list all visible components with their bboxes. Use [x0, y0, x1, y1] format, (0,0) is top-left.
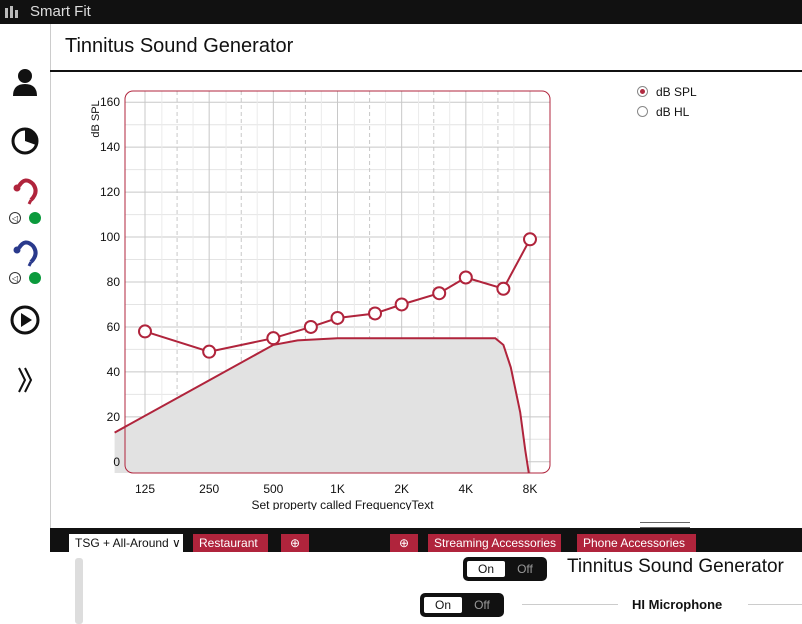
divider-line — [522, 604, 618, 605]
expand-chevron-icon[interactable] — [9, 364, 41, 396]
threshold-point[interactable] — [266, 331, 281, 346]
y-tick-label: 160 — [100, 95, 120, 109]
tsg-toggle-off[interactable]: Off — [517, 562, 533, 576]
sidebar: ◁ ◁ — [0, 24, 51, 624]
hi-microphone-toggle[interactable]: On Off — [420, 593, 504, 617]
mic-toggle-on[interactable]: On — [424, 597, 462, 613]
app-logo-icon — [5, 6, 19, 18]
y-tick-label: 0 — [113, 455, 120, 469]
x-tick-label: 2K — [394, 482, 409, 496]
tsg-toggle-on[interactable]: On — [467, 561, 505, 577]
tab-tsg-all-around[interactable]: TSG + All-Around ∨ — [69, 534, 183, 552]
x-tick-label: 125 — [135, 482, 155, 496]
x-axis-label: Set property called FrequencyText — [251, 498, 434, 510]
tsg-toggle[interactable]: On Off — [463, 557, 547, 581]
title-bar: Smart Fit — [0, 0, 802, 24]
hi-microphone-label: HI Microphone — [632, 597, 723, 612]
vertical-scrollbar[interactable] — [75, 558, 83, 624]
x-tick-label: 250 — [199, 482, 219, 496]
program-tab-bar: TSG + All-Around ∨ Restaurant ⊕ ⊕ Stream… — [50, 528, 802, 552]
threshold-point[interactable] — [202, 344, 217, 359]
play-icon[interactable] — [9, 304, 41, 336]
threshold-point[interactable] — [330, 310, 345, 325]
threshold-point[interactable] — [368, 306, 383, 321]
tsg-section-label: Tinnitus Sound Generator — [567, 556, 784, 577]
panel-splitter-handle[interactable] — [640, 522, 690, 528]
x-tick-label: 1K — [330, 482, 345, 496]
pie-chart-icon[interactable] — [9, 124, 41, 156]
y-tick-label: 120 — [100, 185, 120, 199]
tab-streaming-accessories[interactable]: Streaming Accessories — [428, 534, 561, 552]
threshold-point[interactable] — [432, 286, 447, 301]
radio-db-spl-button[interactable] — [637, 86, 648, 97]
plot-border — [124, 90, 551, 474]
x-tick-label: 4K — [458, 482, 473, 496]
radio-db-spl-label[interactable]: dB SPL — [656, 85, 697, 99]
page-title: Tinnitus Sound Generator — [65, 35, 294, 57]
y-tick-label: 100 — [100, 230, 120, 244]
y-tick-label: 60 — [107, 320, 121, 334]
left-aid-status-dot — [29, 272, 41, 284]
person-icon[interactable] — [9, 66, 41, 98]
tab-restaurant[interactable]: Restaurant — [193, 534, 268, 552]
x-tick-label: 8K — [523, 482, 538, 496]
y-tick-label: 80 — [107, 275, 121, 289]
volume-icon[interactable]: ◁ — [9, 272, 21, 284]
tab-phone-accessories[interactable]: Phone Accessories — [577, 534, 696, 552]
right-hearing-aid-icon[interactable] — [9, 176, 41, 208]
add-program-button[interactable]: ⊕ — [281, 534, 309, 552]
x-tick-label: 500 — [263, 482, 283, 496]
divider-line — [748, 604, 802, 605]
program-settings-panel: On Off Tinnitus Sound Generator On Off H… — [50, 552, 802, 624]
threshold-point[interactable] — [496, 281, 511, 296]
mic-toggle-off[interactable]: Off — [474, 598, 490, 612]
radio-db-hl-button[interactable] — [637, 106, 648, 117]
radio-db-hl-label[interactable]: dB HL — [656, 105, 690, 119]
threshold-point[interactable] — [458, 270, 473, 285]
threshold-point[interactable] — [394, 297, 409, 312]
threshold-point[interactable] — [303, 319, 318, 334]
y-tick-label: 20 — [107, 410, 121, 424]
y-axis-label: dB SPL — [90, 100, 102, 137]
threshold-point[interactable] — [138, 324, 152, 339]
app-title: Smart Fit — [30, 3, 91, 20]
page-header: Tinnitus Sound Generator — [50, 24, 802, 72]
threshold-point[interactable] — [523, 232, 537, 247]
volume-icon[interactable]: ◁ — [9, 212, 21, 224]
right-aid-status-dot — [29, 212, 41, 224]
y-tick-label: 140 — [100, 140, 120, 154]
tsg-noise-curve — [114, 337, 530, 474]
left-hearing-aid-icon[interactable] — [9, 238, 41, 270]
tinnitus-chart[interactable]: 0 20 40 60 80 100 120 140 160 125 250 500 1K 2K 4K 8K dB… — [85, 88, 555, 510]
y-tick-label: 40 — [107, 365, 121, 379]
add-accessory-button[interactable]: ⊕ — [390, 534, 418, 552]
tsg-noise-fill — [114, 338, 529, 473]
